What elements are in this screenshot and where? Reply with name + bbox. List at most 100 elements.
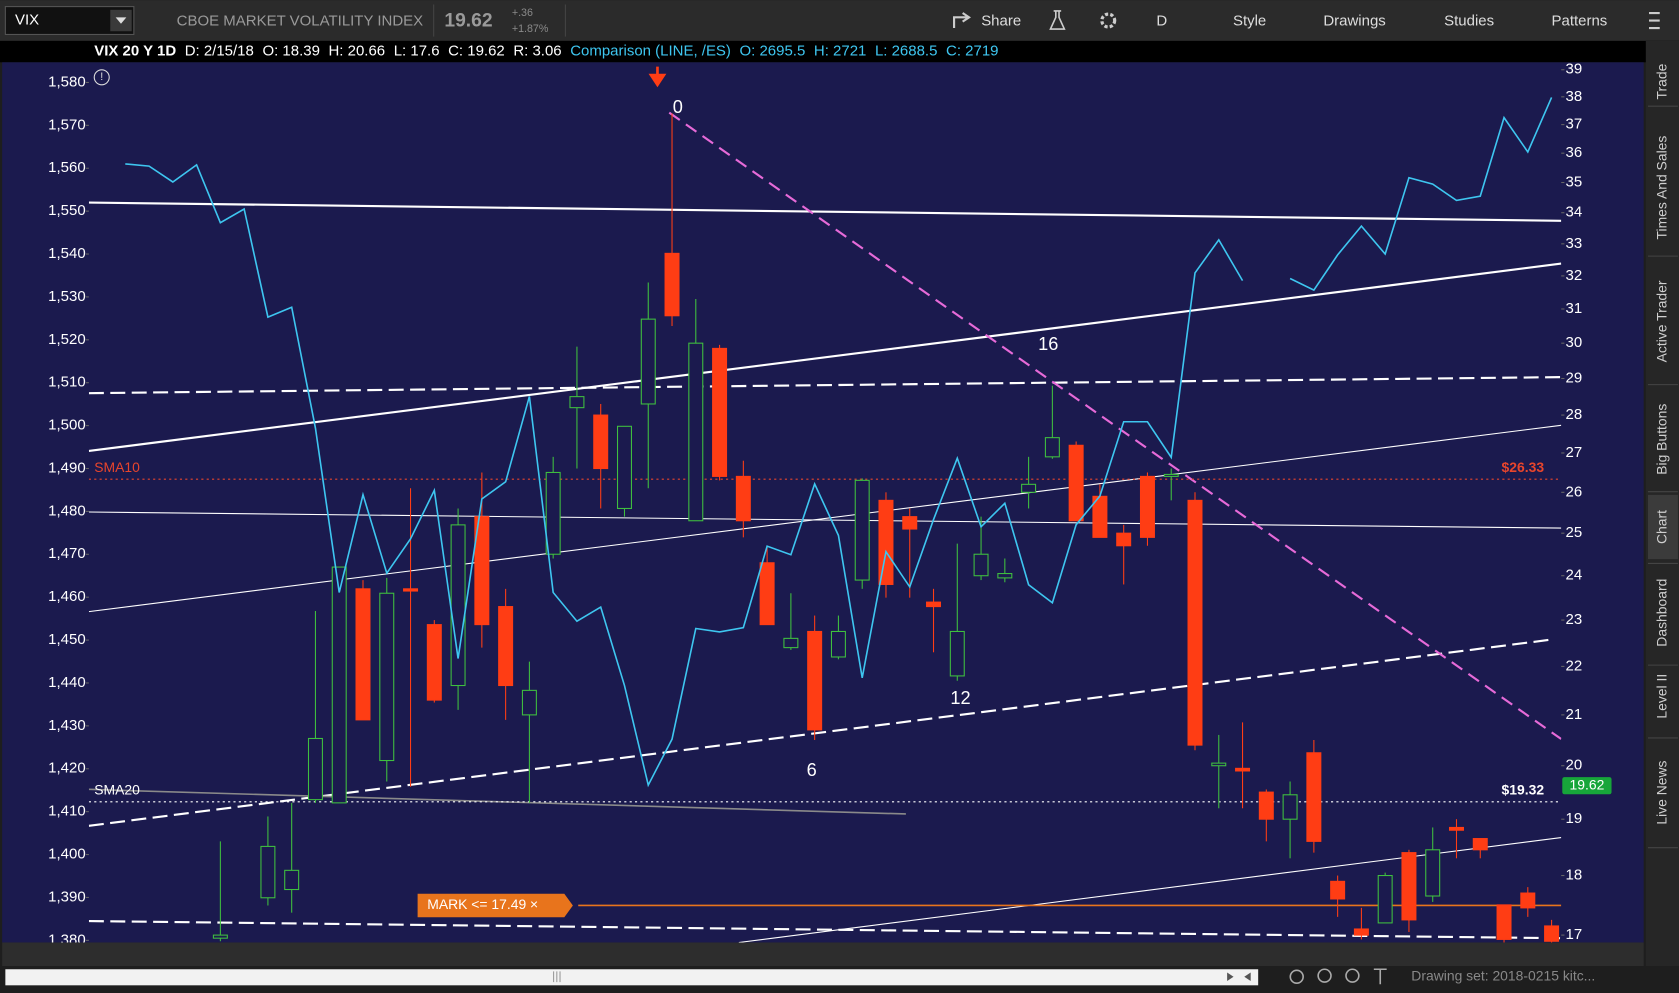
candle-body	[1163, 473, 1179, 477]
event-arrow	[648, 66, 667, 88]
candle-body	[569, 396, 585, 409]
y2-tick-label: 27	[1565, 444, 1582, 461]
y-tick-label: 1,410	[48, 803, 86, 820]
side-tab[interactable]: Active Trader	[1654, 280, 1670, 362]
candle-body	[1496, 904, 1512, 940]
y2-tick-label: 20	[1565, 757, 1582, 774]
candle-body	[1448, 826, 1464, 831]
trend-line[interactable]	[88, 511, 1562, 529]
comparison-line	[125, 97, 1553, 788]
side-tabs: Trade Times And Sales Active Trader Big But…	[1647, 63, 1678, 849]
candle-body	[997, 573, 1013, 579]
y2-tick-label: 23	[1565, 611, 1582, 628]
info-item: H: 20.66	[328, 43, 385, 60]
candle-body	[260, 845, 276, 899]
scrollbar[interactable]	[5, 969, 1259, 986]
level-name: SMA10	[94, 459, 140, 475]
mark-label-box[interactable]	[417, 893, 573, 918]
dropdown-arrow	[115, 17, 127, 24]
y-tick-label: 1,490	[48, 459, 86, 476]
toolbar-button[interactable]: Patterns	[1552, 13, 1608, 30]
alert-icon[interactable]	[93, 69, 110, 86]
y2-tick-label: 32	[1565, 267, 1582, 284]
level-value: $26.33	[1502, 459, 1545, 475]
candle-body	[1425, 849, 1441, 897]
y2-tick-label: 24	[1565, 567, 1582, 584]
toolbar-button[interactable]: Share	[981, 13, 1021, 30]
candle-body	[1021, 483, 1037, 493]
y-tick-label: 1,530	[48, 288, 86, 305]
change-pct: +1.87%	[512, 23, 549, 35]
trend-line[interactable]	[738, 837, 1562, 943]
candle-body	[1330, 880, 1346, 900]
candle-body	[1187, 499, 1203, 746]
text-icon[interactable]	[1373, 968, 1387, 985]
candle-body	[1377, 874, 1393, 924]
side-tab[interactable]: Times And Sales	[1654, 136, 1670, 240]
candle-body	[1472, 838, 1488, 851]
trend-line[interactable]	[88, 376, 1562, 395]
candle-body	[783, 637, 799, 649]
side-tab[interactable]: Level II	[1654, 674, 1670, 719]
candle-body	[1520, 892, 1536, 909]
flask-icon[interactable]	[1049, 10, 1066, 30]
y-tick-label: 1,480	[48, 502, 86, 519]
y2-tick-label: 31	[1565, 300, 1582, 317]
y2-tick-label: 39	[1565, 61, 1582, 78]
toolbar	[0, 0, 1679, 41]
footer-icons	[1289, 968, 1387, 985]
side-tab[interactable]: Live News	[1654, 760, 1670, 824]
toolbar-button[interactable]: Drawings	[1323, 13, 1385, 30]
y-tick-label: 1,440	[48, 674, 86, 691]
toolbar-button[interactable]: Style	[1233, 13, 1266, 30]
trend-line[interactable]	[88, 262, 1562, 453]
series-layer: SMA10 $26.33 SMA20 $19.32 MARK <= 17.49 ×	[88, 97, 1562, 943]
zoom-out-icon[interactable]	[1345, 968, 1360, 983]
toolbar-button[interactable]: Studies	[1444, 13, 1494, 30]
trend-line[interactable]	[88, 919, 1562, 940]
info-item: L: 17.6	[394, 43, 440, 60]
drawing-set[interactable]: Drawing set: 2018-0215 kitc...	[1411, 967, 1595, 983]
alert-glyph: !	[100, 71, 103, 83]
y-tick-label: 1,420	[48, 760, 86, 777]
candle-body	[1235, 767, 1251, 772]
info-item: O: 2695.5	[739, 43, 805, 60]
info-item: C: 19.62	[448, 43, 505, 60]
y2-tick-label: 21	[1565, 706, 1582, 723]
candle-body	[735, 475, 751, 522]
y2-tick-label: 22	[1565, 657, 1582, 674]
y-tick-label: 1,550	[48, 202, 86, 219]
candle-body	[1068, 444, 1084, 522]
y2-tick-label: 17	[1565, 926, 1582, 943]
trend-line[interactable]	[88, 201, 1562, 222]
candle-body	[688, 342, 704, 522]
candle-body	[616, 425, 632, 510]
candle-body	[949, 630, 965, 677]
y2-tick-label: 37	[1565, 116, 1582, 133]
y2-tick-label: 26	[1565, 483, 1582, 500]
side-tab[interactable]: Chart	[1654, 510, 1670, 544]
menu-icon[interactable]	[1649, 11, 1660, 30]
candle-body	[1139, 475, 1155, 538]
zoom-in-icon[interactable]	[1317, 968, 1332, 983]
candle-body	[1401, 852, 1417, 921]
candle-body	[712, 347, 728, 477]
description: CBOE MARKET VOLATILITY INDEX	[177, 13, 423, 30]
plot: 1,3801,3901,4001,4101,4201,4301,4401,450…	[48, 61, 1612, 961]
toolbar-button[interactable]: D	[1156, 13, 1167, 30]
candle-body	[1282, 794, 1298, 820]
side-tab[interactable]: Big Buttons	[1654, 404, 1670, 475]
y-tick-label: 1,400	[48, 846, 86, 863]
side-tab[interactable]: Dashboard	[1654, 579, 1670, 647]
wave-label: 12	[950, 688, 970, 708]
scroll-arrows[interactable]	[1227, 972, 1251, 982]
side-tab[interactable]: Trade	[1654, 63, 1670, 99]
candle-body	[973, 553, 989, 577]
y-tick-label: 1,470	[48, 545, 86, 562]
candle-body	[593, 414, 609, 470]
crosshair-icon[interactable]	[1289, 969, 1304, 984]
level-value: $19.32	[1502, 782, 1545, 798]
gear-icon[interactable]	[1100, 12, 1117, 29]
y2-tick-label: 30	[1565, 334, 1582, 351]
